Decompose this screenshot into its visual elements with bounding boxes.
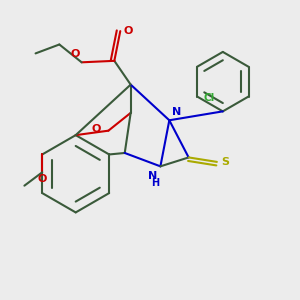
Text: Cl: Cl (203, 93, 214, 103)
Text: N: N (172, 107, 182, 117)
Text: O: O (92, 124, 101, 134)
Text: O: O (123, 26, 133, 36)
Text: O: O (38, 174, 47, 184)
Text: O: O (71, 49, 80, 59)
Text: H: H (151, 178, 159, 188)
Text: N: N (148, 171, 158, 181)
Text: S: S (221, 157, 229, 167)
